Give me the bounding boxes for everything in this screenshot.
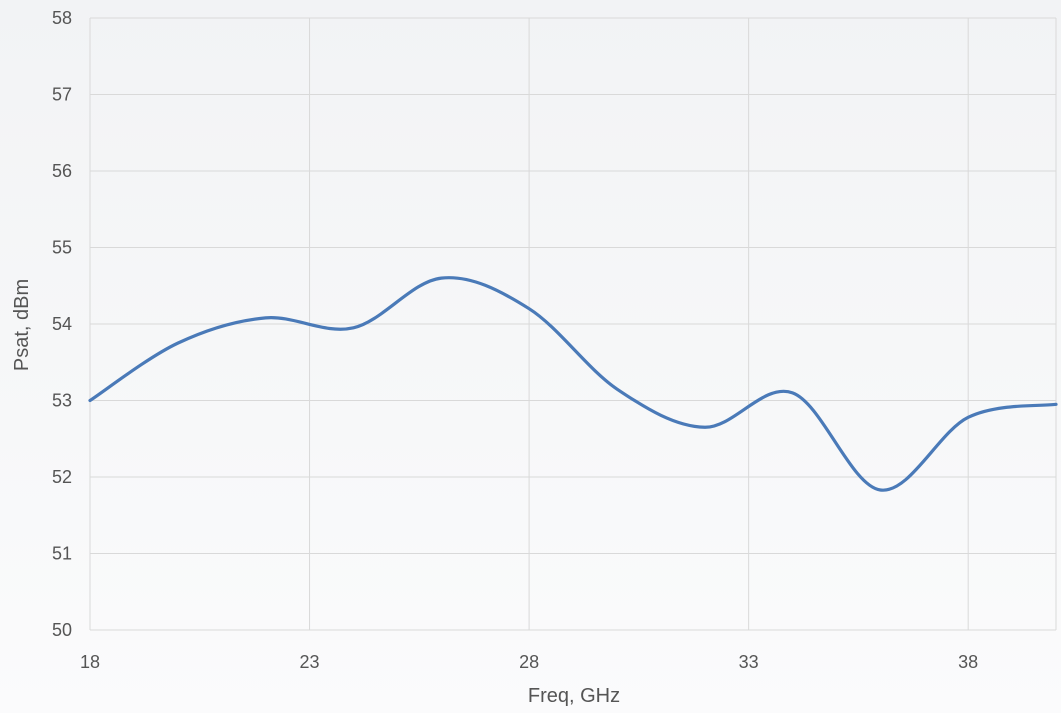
x-tick-label: 18 <box>80 652 100 672</box>
tick-labels: 50 51 52 53 54 55 56 57 58 18 23 28 33 38 <box>52 8 978 672</box>
y-axis-title: Psat, dBm <box>11 279 33 371</box>
y-tick-label: 53 <box>52 391 72 411</box>
y-tick-label: 54 <box>52 314 72 334</box>
y-tick-label: 56 <box>52 161 72 181</box>
series-line <box>88 276 1058 492</box>
x-tick-label: 28 <box>519 652 539 672</box>
x-tick-label: 33 <box>739 652 759 672</box>
y-tick-label: 51 <box>52 544 72 564</box>
series-layer <box>88 276 1058 492</box>
y-tick-label: 52 <box>52 467 72 487</box>
y-tick-label: 55 <box>52 238 72 258</box>
x-tick-label: 23 <box>300 652 320 672</box>
x-axis-title: Freq, GHz <box>528 685 620 707</box>
y-tick-label: 50 <box>52 620 72 640</box>
grid <box>89 17 1057 631</box>
x-tick-label: 38 <box>958 652 978 672</box>
y-tick-label: 57 <box>52 85 72 105</box>
y-tick-label: 58 <box>52 8 72 28</box>
